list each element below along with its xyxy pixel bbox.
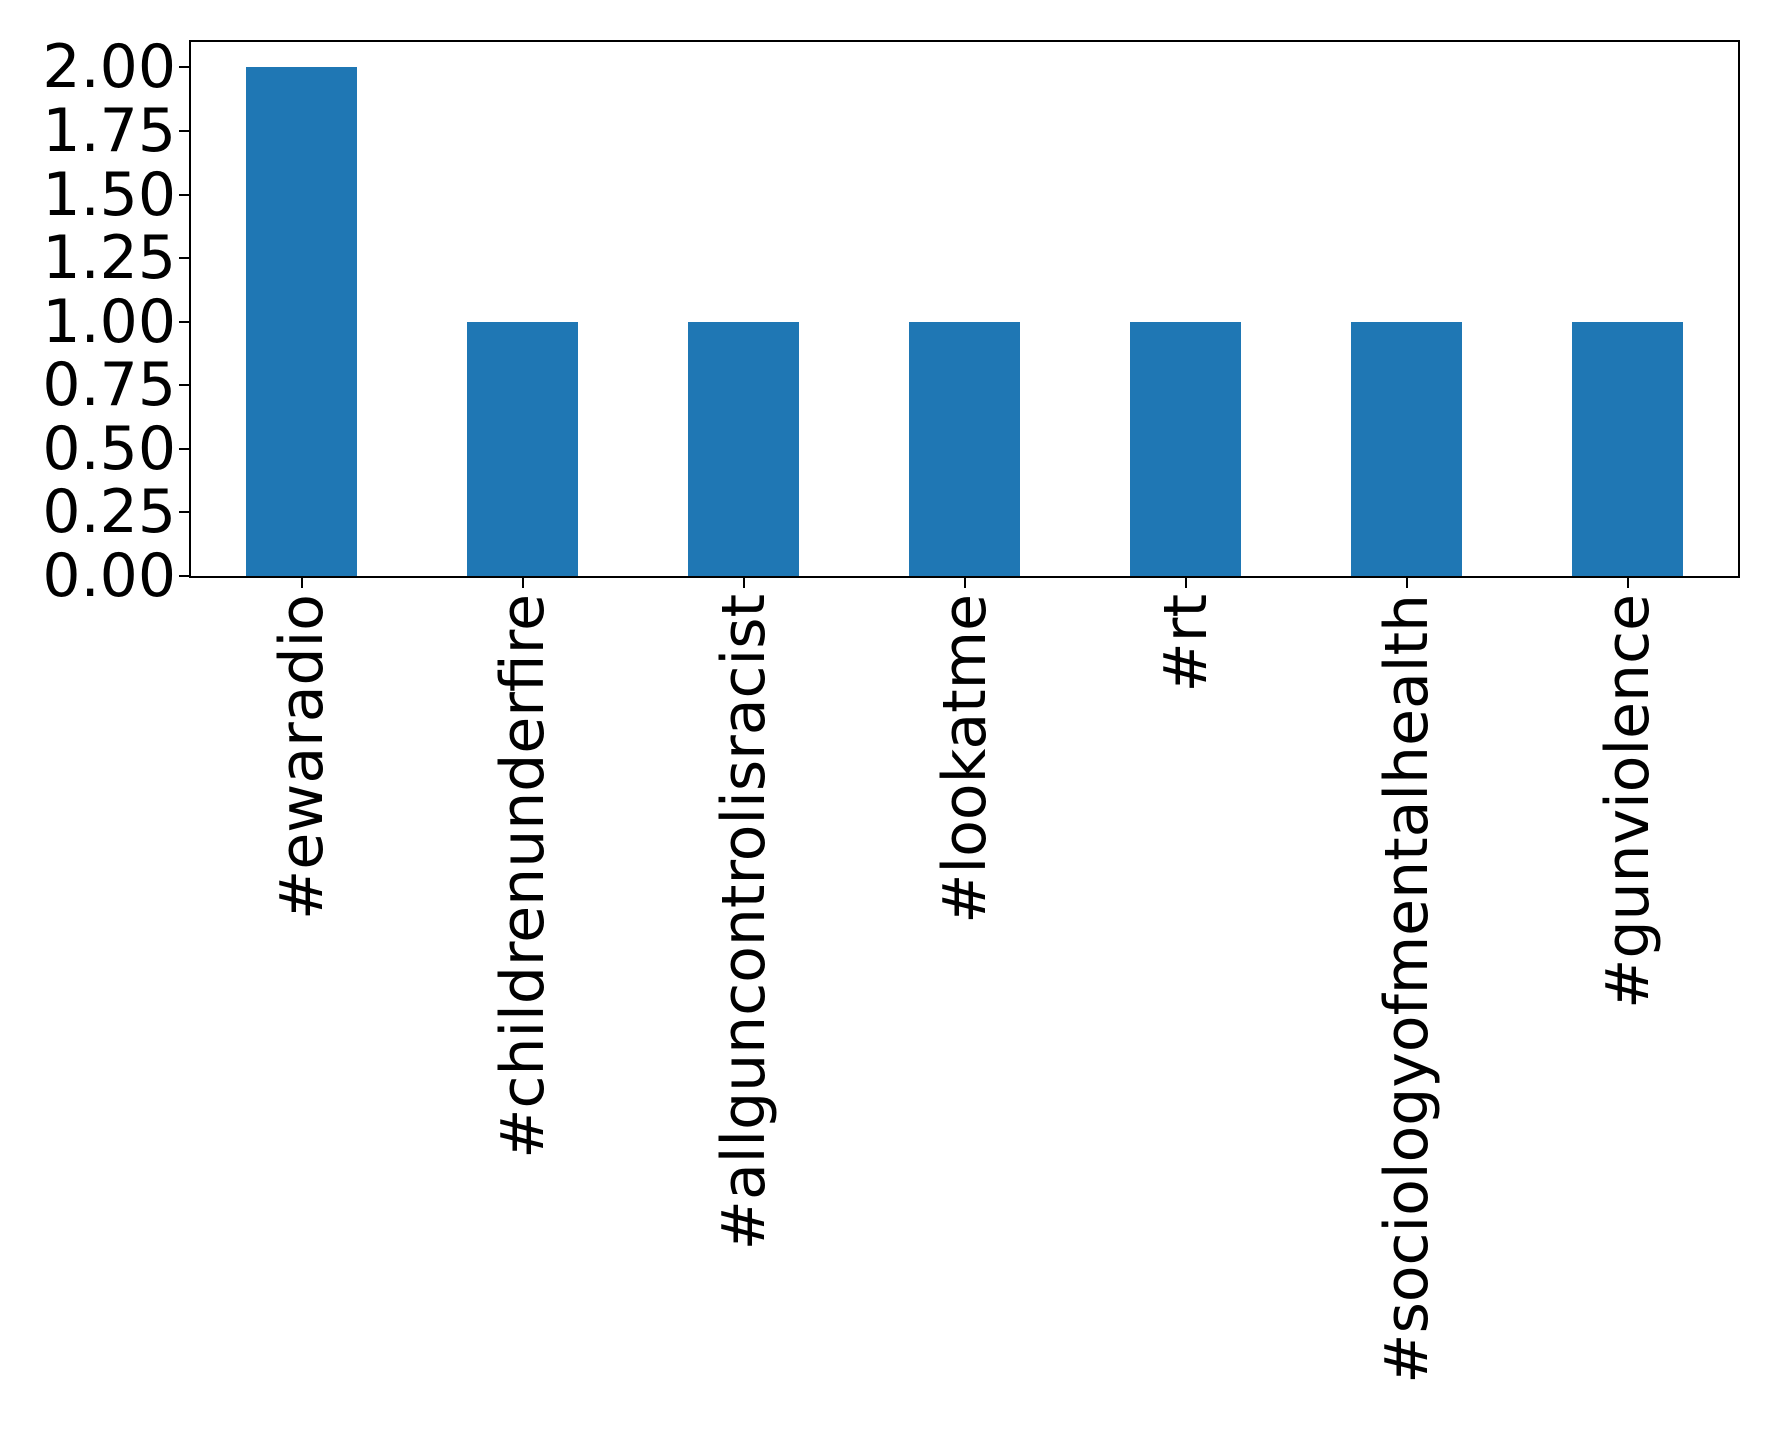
x-tick-mark (521, 578, 524, 588)
bar-rt (1130, 321, 1241, 576)
y-tick-mark (179, 193, 189, 196)
x-tick-label-lookatme: #lookatme (929, 594, 1000, 924)
y-tick-mark (179, 320, 189, 323)
x-tick-label-ewaradio: #ewaradio (266, 594, 337, 920)
y-tick-label: 1.75 (42, 96, 176, 166)
y-tick-label: 1.00 (42, 286, 176, 357)
x-tick-mark (1184, 578, 1187, 588)
x-tick-label-sociologyofmentalhealth: #sociologyofmentalhealth (1371, 594, 1442, 1384)
y-tick-mark (179, 66, 189, 69)
y-tick-mark (179, 511, 189, 514)
y-tick-label: 2.00 (42, 32, 176, 103)
y-tick-mark (179, 575, 189, 577)
x-tick-label-gunviolence: #gunviolence (1592, 594, 1663, 1009)
y-tick-mark (179, 130, 189, 132)
y-tick-label: 1.25 (42, 223, 176, 294)
bar-allguncontrolisracist (688, 321, 799, 576)
y-tick-mark (179, 447, 189, 450)
x-tick-label-childrenunderfire: #childrenunderfire (487, 594, 558, 1159)
bar-sociologyofmentalhealth (1351, 321, 1462, 576)
plot-area (189, 40, 1740, 578)
bar-childrenunderfire (467, 321, 578, 576)
bar-gunviolence (1572, 321, 1683, 576)
x-tick-label-rt: #rt (1150, 594, 1221, 693)
x-tick-label-allguncontrolisracist: #allguncontrolisracist (708, 594, 779, 1251)
bar-lookatme (909, 321, 1020, 576)
x-tick-mark (1405, 578, 1408, 588)
y-tick-label: 0.25 (42, 477, 176, 548)
y-tick-label: 0.75 (42, 350, 176, 421)
x-tick-mark (1626, 578, 1629, 588)
y-tick-label: 0.50 (42, 413, 176, 484)
y-tick-mark (179, 384, 189, 387)
y-tick-label: 0.00 (42, 541, 176, 611)
x-tick-mark (300, 578, 303, 588)
bar-ewaradio (246, 67, 357, 576)
y-tick-label: 1.50 (42, 159, 176, 230)
y-tick-mark (179, 257, 189, 260)
x-tick-mark (963, 578, 966, 588)
x-tick-mark (742, 578, 745, 588)
